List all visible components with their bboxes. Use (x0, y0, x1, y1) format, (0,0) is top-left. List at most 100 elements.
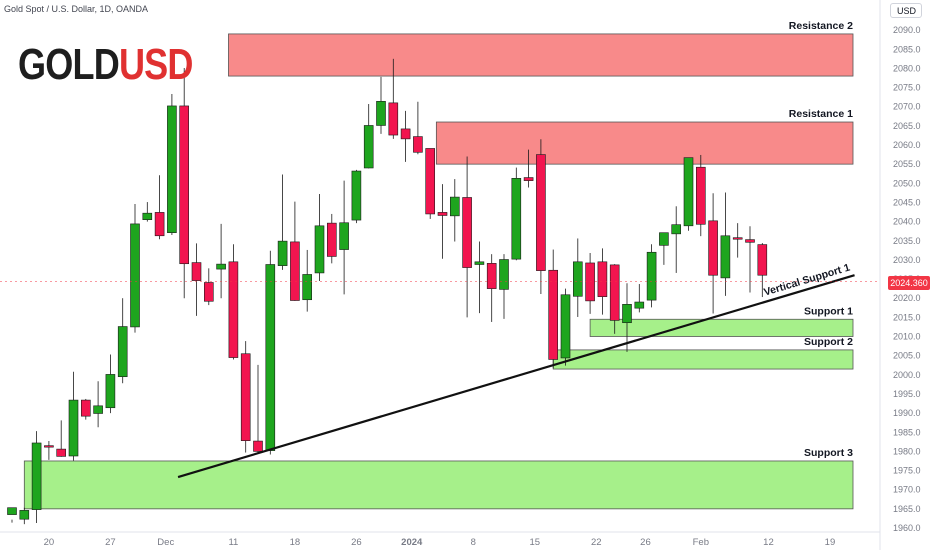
candle-body-6 (81, 399, 91, 417)
candle-body-18 (228, 261, 239, 358)
candle-body-43 (536, 154, 546, 271)
y-tick-20: 2060.0 (893, 140, 921, 150)
zone-label-2: Resistance 1 (789, 108, 853, 120)
candle-body-54 (671, 224, 682, 235)
candle-body-56 (695, 166, 706, 225)
x-tick-3: Dec (157, 537, 174, 548)
y-tick-12: 2020.0 (893, 293, 921, 303)
y-tick-4: 1980.0 (893, 446, 921, 456)
x-tick-1: 20 (44, 537, 55, 548)
zones-layer: Resistance 2 Resistance 1 Support 1 Support… (23, 20, 854, 510)
candle-body-8 (105, 374, 116, 409)
y-tick-2: 1970.0 (893, 485, 921, 495)
candle-body-15 (191, 262, 202, 281)
candle-body-60 (745, 239, 755, 243)
candle-body-34 (425, 148, 436, 215)
zone-box-5 (23, 460, 854, 510)
y-tick-6: 1990.0 (893, 408, 921, 418)
x-tick-14: 19 (825, 537, 836, 548)
candle-body-14 (179, 105, 189, 265)
logo-part-usd: USD (118, 40, 194, 89)
y-tick-0: 1960.0 (893, 523, 921, 533)
y-tick-21: 2065.0 (893, 121, 921, 131)
candle-body-11 (142, 212, 153, 220)
candle-body-49 (609, 264, 620, 321)
candle-body-61 (757, 244, 768, 276)
candle-body-39 (486, 263, 497, 289)
y-tick-16: 2040.0 (893, 217, 921, 227)
candle-body-26 (326, 222, 337, 257)
candle-body-51 (634, 301, 645, 309)
candle-body-33 (413, 136, 423, 153)
zone-box-1 (228, 33, 854, 77)
x-tick-13: 12 (763, 537, 774, 548)
y-tick-19: 2055.0 (893, 159, 921, 169)
candle-body-31 (388, 102, 399, 136)
y-tick-26: 2090.0 (893, 25, 921, 35)
zone-label-1: Resistance 2 (789, 20, 853, 32)
currency-button[interactable]: USD (890, 3, 922, 18)
candle-body-7 (93, 405, 103, 414)
candle-body-30 (376, 101, 386, 126)
candle-body-42 (523, 177, 534, 181)
x-tick-9: 15 (529, 537, 540, 548)
candle-body-35 (437, 212, 448, 216)
y-tick-15: 2035.0 (893, 236, 921, 246)
zone-box-3 (589, 318, 854, 337)
y-tick-10: 2010.0 (893, 332, 921, 342)
candle-body-3 (44, 445, 54, 448)
candle-body-4 (56, 448, 67, 457)
x-tick-11: 26 (640, 537, 651, 548)
candle-body-53 (659, 232, 669, 246)
candle-body-5 (68, 399, 79, 457)
candle-body-59 (732, 237, 743, 240)
y-tick-14: 2030.0 (893, 255, 921, 265)
candle-body-13 (167, 105, 177, 234)
candle-body-38 (474, 261, 485, 265)
candle-body-21 (265, 264, 276, 451)
candle-body-47 (585, 262, 595, 302)
candle-body-45 (560, 294, 571, 359)
candle-body-1 (19, 510, 30, 520)
x-tick-12: Feb (693, 537, 709, 548)
x-tick-7: 2024 (401, 537, 423, 548)
candle-body-40 (499, 259, 509, 290)
candle-body-24 (302, 274, 313, 301)
y-tick-22: 2070.0 (893, 102, 921, 112)
y-tick-17: 2045.0 (893, 197, 921, 207)
y-tick-23: 2075.0 (893, 83, 921, 93)
trendline (177, 274, 855, 479)
candle-body-10 (130, 223, 140, 328)
candle-body-37 (462, 197, 472, 268)
x-tick-8: 8 (471, 537, 476, 548)
candle-body-52 (646, 251, 657, 301)
candle-body-58 (720, 235, 731, 279)
x-tick-5: 18 (290, 537, 301, 548)
x-tick-10: 22 (591, 537, 602, 548)
current-price-tag: 2024.360 (888, 276, 930, 290)
logo-part-gold: GOLD (18, 40, 120, 89)
symbol-title[interactable]: Gold Spot / U.S. Dollar, 1D, OANDA (4, 4, 149, 14)
candle-body-2 (31, 442, 42, 510)
zone-label-4: Support 2 (804, 336, 853, 348)
candle-body-17 (216, 263, 226, 270)
candle-body-16 (204, 282, 214, 302)
zone-label-5: Support 3 (804, 447, 853, 459)
candle-body-32 (400, 128, 411, 140)
time-axis[interactable]: 32027Dec11182620248152226Feb1219 (0, 537, 836, 548)
candle-body-50 (622, 304, 632, 324)
candle-body-22 (277, 240, 288, 266)
y-tick-7: 1995.0 (893, 389, 921, 399)
y-tick-3: 1975.0 (893, 466, 921, 476)
candle-body-20 (253, 440, 263, 452)
zone-label-3: Support 1 (804, 305, 853, 317)
y-tick-25: 2085.0 (893, 44, 921, 54)
candle-body-41 (511, 178, 522, 260)
y-tick-24: 2080.0 (893, 63, 921, 73)
zone-box-2 (435, 121, 854, 165)
y-tick-9: 2005.0 (893, 351, 921, 361)
candle-body-25 (314, 225, 325, 274)
candle-body-36 (449, 196, 460, 217)
x-tick-6: 26 (351, 537, 362, 548)
